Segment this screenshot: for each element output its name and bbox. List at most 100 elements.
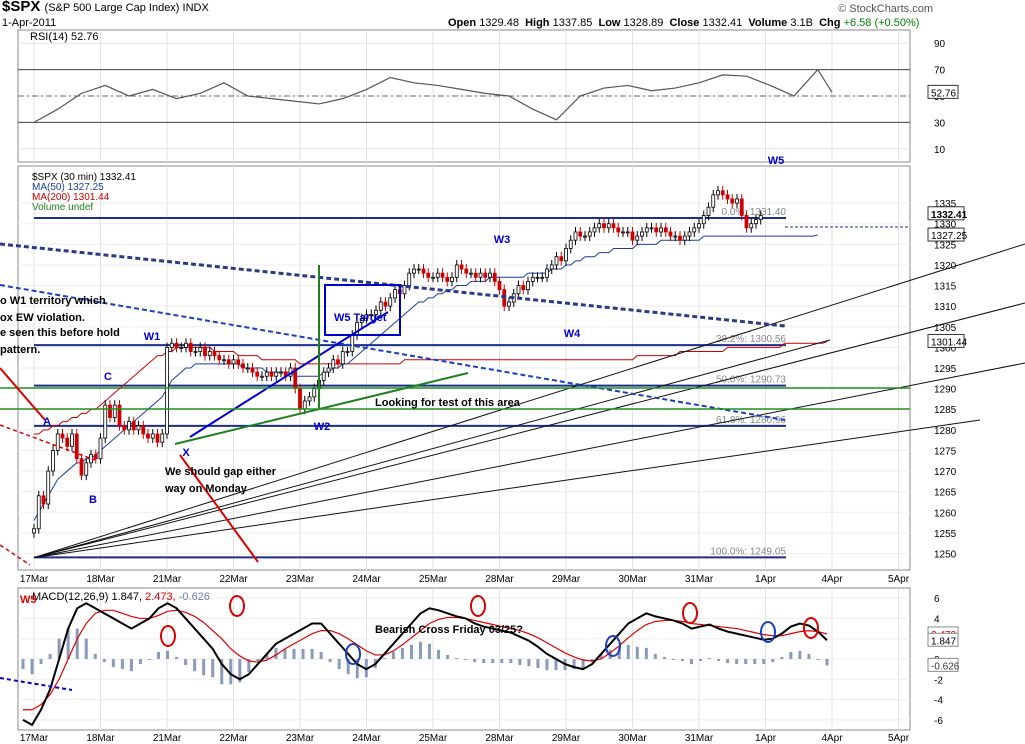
macd-histogram-bar (220, 659, 224, 685)
price-tick-label: 1325 (934, 240, 957, 251)
x-tick-label: 5Apr (888, 574, 910, 585)
price-candle (578, 231, 583, 237)
macd-histogram-bar (554, 659, 558, 671)
price-candle (93, 454, 98, 460)
price-candle (108, 404, 112, 418)
fib-level-label: 38.2%: 1300.56 (716, 334, 786, 345)
price-candle (692, 227, 697, 233)
macd-histogram-bar (446, 654, 450, 659)
price-tick-label: 1320 (934, 261, 957, 272)
x-tick-label: 17Mar (20, 733, 49, 744)
price-candle (559, 256, 564, 262)
price-candle (711, 194, 716, 208)
price-tick-label: 1295 (934, 364, 957, 375)
x-tick-label: 22Mar (219, 574, 248, 585)
macd-histogram-bar (238, 659, 242, 683)
price-candle (530, 276, 535, 282)
price-candle (606, 223, 611, 229)
rsi-line (33, 68, 833, 123)
macd-histogram-bar (418, 641, 422, 659)
wave-label: W5 (768, 155, 785, 167)
price-candle (236, 359, 241, 365)
macd-histogram-bar (319, 651, 323, 659)
x-tick-label: 23Mar (286, 733, 315, 744)
annotation-left-line4: pattern. (0, 344, 40, 356)
price-candle (697, 223, 701, 229)
price-candle (79, 458, 84, 476)
price-candle (540, 276, 545, 279)
price-candle (440, 272, 445, 278)
x-tick-label: 18Mar (86, 733, 115, 744)
price-candle (32, 528, 36, 534)
macd-histogram-bar (138, 659, 142, 665)
x-tick-label: 28Mar (485, 733, 514, 744)
price-candle (388, 297, 393, 307)
price-candle (374, 309, 378, 315)
price-value-tag-box (927, 227, 965, 242)
macd-cross-marker (803, 617, 819, 639)
wave-label: C (104, 371, 112, 383)
price-tick-label: 1270 (934, 467, 957, 478)
macd-histogram-bar (816, 659, 820, 660)
macd-histogram-bar (256, 659, 260, 662)
fib-level-label: 61.8%: 1280.96 (716, 415, 786, 426)
price-candle (611, 223, 616, 229)
price-candle (549, 264, 554, 270)
price-candle (673, 235, 678, 238)
x-tick-label: 24Mar (352, 574, 381, 585)
price-candle (492, 272, 497, 282)
price-candle (41, 495, 46, 505)
macd-histogram-bar (437, 649, 441, 659)
macd-histogram-bar (771, 659, 775, 663)
macd-histogram-bar (310, 648, 314, 659)
macd-histogram-bar (789, 651, 793, 659)
macd-histogram-bar (147, 659, 151, 660)
macd-tick-label: -4 (934, 696, 943, 707)
price-tick-label: 1330 (934, 220, 957, 231)
macd-cross-marker (229, 595, 245, 617)
price-value-tag-box (927, 206, 965, 221)
price-candle (340, 351, 345, 365)
price-candle (625, 231, 630, 234)
macd-w5-label: W5 (20, 594, 37, 606)
macd-value-tag-box (927, 632, 959, 647)
macd-histogram-bar (644, 647, 648, 659)
macd-tick-label: -2 (934, 675, 943, 686)
price-tick-label: 1280 (934, 426, 957, 437)
price-tick-label: 1285 (934, 405, 957, 416)
macd-histogram-bar (635, 646, 639, 659)
price-candle (644, 227, 649, 233)
price-tick-label: 1315 (934, 282, 957, 293)
price-candle (369, 314, 374, 316)
price-candle (407, 272, 412, 286)
wave-label: X (182, 447, 190, 459)
price-candle (184, 342, 188, 348)
price-candle (416, 268, 421, 271)
price-candle (592, 227, 597, 233)
macd-histogram-bar (184, 659, 188, 666)
x-tick-label: 21Mar (153, 574, 182, 585)
macd-histogram-bar (536, 659, 540, 669)
price-candle (507, 301, 511, 307)
macd-histogram-bar (265, 652, 269, 659)
macd-histogram-bar (129, 659, 133, 672)
macd-histogram-bar (57, 638, 61, 659)
downtrend-line (0, 284, 786, 421)
price-candle (744, 215, 749, 229)
price-candle (169, 342, 174, 348)
price-candle (117, 404, 122, 427)
price-tick-label: 1300 (934, 343, 957, 354)
price-candle (402, 285, 407, 295)
price-candle (55, 433, 60, 451)
price-candle (412, 268, 416, 274)
macd-histogram-bar (807, 653, 811, 659)
macd-histogram-bar (292, 648, 296, 659)
price-candle (179, 346, 184, 349)
macd-cross-marker (605, 635, 621, 657)
macd-legend: MACD(12,26,9) 1.847, 2.473, -0.626 (32, 591, 210, 603)
price-candle (165, 346, 169, 435)
price-candle (274, 371, 279, 377)
x-tick-label: 5Apr (888, 733, 910, 744)
price-candle (112, 404, 117, 418)
price-candle (393, 289, 397, 299)
